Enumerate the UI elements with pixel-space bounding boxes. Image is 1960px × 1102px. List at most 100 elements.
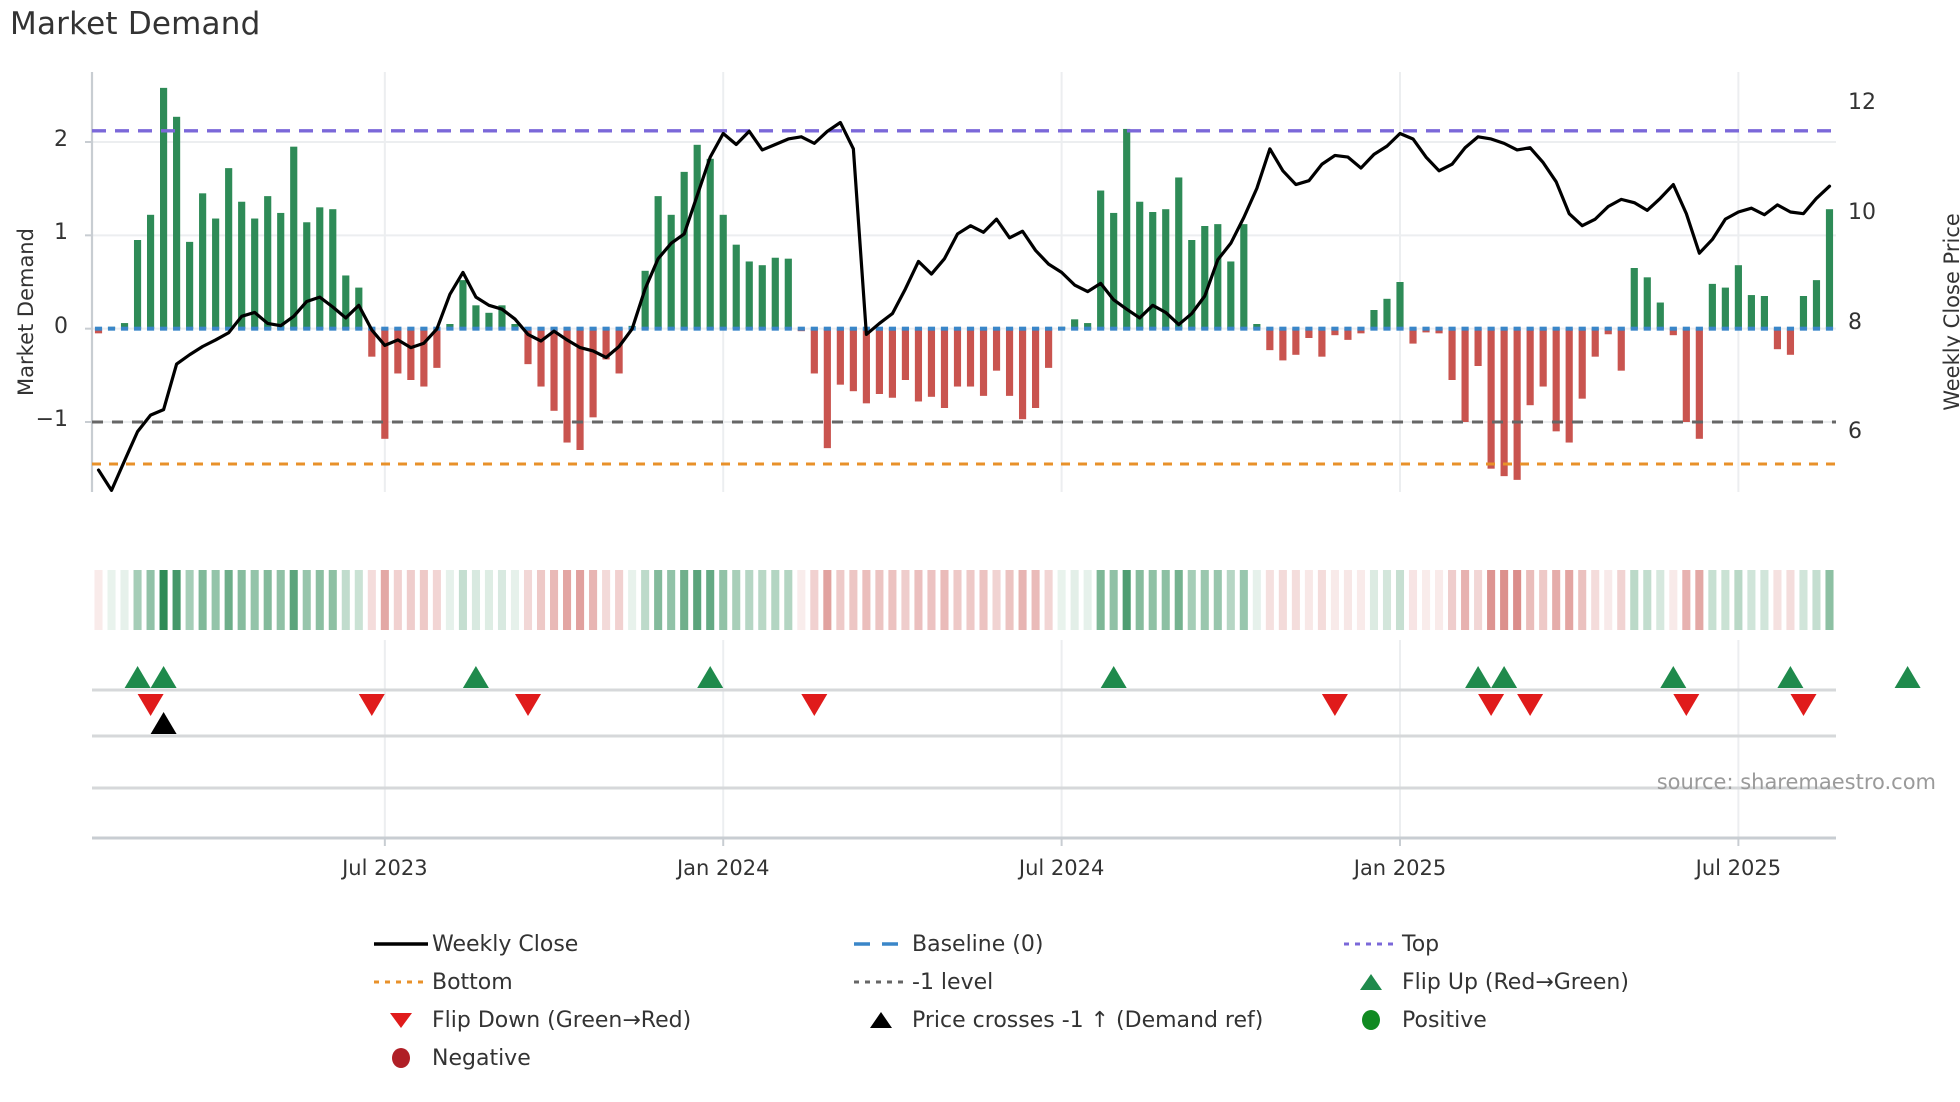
legend-item-price-cross[interactable]: Price crosses -1 ↑ (Demand ref) — [850, 1001, 1340, 1039]
demand-bar — [1331, 328, 1339, 336]
heatmap-cell — [589, 570, 598, 630]
flip-up-marker[interactable] — [1777, 666, 1804, 688]
legend-row: Negative — [370, 1039, 1750, 1077]
heatmap-cell — [484, 570, 493, 630]
heatmap-cell — [1148, 570, 1157, 630]
flip-up-marker[interactable] — [1894, 666, 1921, 688]
legend-item-weekly-close[interactable]: Weekly Close — [370, 925, 850, 963]
demand-bar — [1084, 323, 1092, 329]
heatmap-cell — [1552, 570, 1561, 630]
heatmap-cell — [1317, 570, 1326, 630]
heatmap-cell — [419, 570, 428, 630]
heatmap-cell — [1031, 570, 1040, 630]
flip-up-marker[interactable] — [124, 666, 151, 688]
legend-item-flip-up[interactable]: Flip Up (Red→Green) — [1340, 963, 1740, 1001]
demand-bar — [1565, 328, 1573, 443]
flip-down-marker[interactable] — [1517, 694, 1544, 716]
heatmap-cell — [732, 570, 741, 630]
flip-up-marker[interactable] — [1491, 666, 1518, 688]
demand-bar — [407, 328, 415, 380]
demand-bar — [1721, 287, 1729, 329]
demand-bar — [1162, 209, 1170, 329]
legend-item-flip-down[interactable]: Flip Down (Green→Red) — [370, 1001, 850, 1039]
x-tick-label: Jan 2025 — [1353, 856, 1447, 880]
demand-bar — [875, 328, 883, 394]
legend-item-positive[interactable]: Positive — [1340, 1001, 1740, 1039]
flip-down-marker[interactable] — [358, 694, 385, 716]
demand-bar — [329, 209, 337, 329]
demand-bar — [1435, 328, 1443, 334]
demand-bar — [1799, 296, 1808, 329]
legend-row: Flip Down (Green→Red) Price crosses -1 ↑… — [370, 1001, 1750, 1039]
demand-bar — [264, 196, 272, 329]
flip-down-marker[interactable] — [1790, 694, 1817, 716]
demand-bar — [1786, 328, 1795, 355]
demand-bar — [1487, 328, 1495, 469]
heatmap-cell — [367, 570, 376, 630]
legend-item-negative[interactable]: Negative — [370, 1039, 850, 1077]
heatmap-cell — [1044, 570, 1053, 630]
flip-down-marker[interactable] — [1673, 694, 1700, 716]
demand-bar — [602, 328, 610, 360]
heatmap-cell — [1070, 570, 1079, 630]
flip-up-marker[interactable] — [1465, 666, 1492, 688]
demand-bar — [498, 305, 506, 329]
legend-item-top[interactable]: Top — [1340, 925, 1740, 963]
heatmap-cell — [536, 570, 546, 630]
demand-bar — [511, 324, 519, 329]
flip-up-marker[interactable] — [462, 666, 489, 688]
flip-down-marker[interactable] — [801, 694, 828, 716]
demand-bar — [420, 328, 428, 387]
heatmap-cell — [1565, 570, 1574, 630]
legend-item-bottom[interactable]: Bottom — [370, 963, 850, 1001]
heatmap-cell — [1461, 570, 1470, 630]
demand-bar — [1461, 328, 1469, 422]
heatmap-cell — [1369, 570, 1379, 630]
heatmap-cell — [888, 570, 897, 630]
heatmap-cell — [1435, 570, 1444, 630]
flip-up-marker[interactable] — [150, 666, 177, 688]
flip-down-marker[interactable] — [1478, 694, 1505, 716]
demand-bar — [732, 244, 740, 329]
heatmap-cell — [133, 570, 142, 630]
heatmap-cell — [875, 570, 884, 630]
demand-bar — [576, 328, 584, 450]
demand-bar — [94, 328, 103, 334]
x-tick-label: Jan 2024 — [676, 856, 770, 880]
flip-down-marker[interactable] — [137, 694, 164, 716]
demand-bar — [381, 328, 389, 439]
demand-bar — [1383, 298, 1391, 329]
legend-item-baseline[interactable]: Baseline (0) — [850, 925, 1340, 963]
heatmap-cell — [1591, 570, 1600, 630]
circle-icon — [370, 1045, 432, 1071]
demand-bar — [1448, 328, 1456, 380]
demand-bar — [537, 328, 545, 387]
heatmap-cell — [328, 570, 337, 630]
demand-bar — [1760, 296, 1768, 329]
flip-down-marker[interactable] — [1321, 694, 1348, 716]
heatmap-cell — [107, 570, 116, 630]
heatmap-cell — [758, 570, 767, 630]
price-cross-marker[interactable] — [150, 712, 177, 734]
legend-row: Bottom -1 level Flip Up (Red→Green) — [370, 963, 1750, 1001]
demand-bar — [563, 328, 571, 443]
heatmap-cell — [1122, 570, 1131, 630]
demand-bar — [394, 328, 402, 374]
y-tick-label-right: 12 — [1848, 89, 1876, 115]
flip-up-marker[interactable] — [697, 666, 724, 688]
heatmap-cell — [1734, 570, 1743, 630]
flip-down-marker[interactable] — [515, 694, 541, 716]
demand-bar — [1578, 328, 1586, 399]
circle-icon — [1340, 1007, 1402, 1033]
flip-up-marker[interactable] — [1100, 666, 1127, 688]
dotted-line-icon — [1340, 937, 1402, 951]
legend-item-minus-one-level[interactable]: -1 level — [850, 963, 1340, 1001]
demand-bar — [589, 328, 597, 418]
heatmap-cell — [1356, 570, 1365, 630]
demand-bar — [133, 240, 142, 329]
flip-up-marker[interactable] — [1660, 666, 1687, 688]
heatmap-cell — [615, 570, 624, 630]
demand-bar — [1539, 328, 1547, 387]
demand-bar — [1552, 328, 1560, 432]
heatmap-cell — [432, 570, 441, 630]
